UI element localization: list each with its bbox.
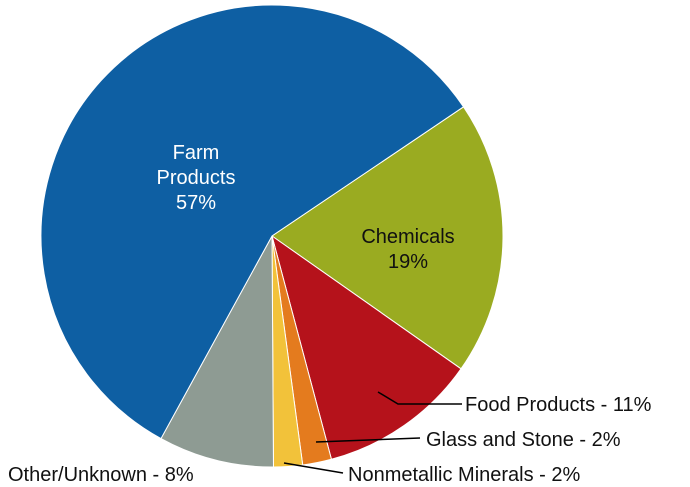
leader-line-food-products bbox=[377, 391, 462, 405]
slice-label-food-products: Food Products - 11% bbox=[465, 394, 652, 416]
slice-label-other-unknown: Other/Unknown - 8% bbox=[8, 464, 194, 486]
pie-slice-farm-products bbox=[40, 4, 465, 440]
slice-label-glass-and-stone: Glass and Stone - 2% bbox=[426, 429, 621, 451]
slice-label-chemicals: Chemicals 19% bbox=[361, 226, 454, 273]
leader-line-glass-and-stone bbox=[315, 437, 421, 443]
slice-label-nonmetallic-minerals: Nonmetallic Minerals - 2% bbox=[348, 464, 581, 486]
leader-line-nonmetallic-minerals bbox=[283, 462, 344, 474]
slice-label-farm-products: Farm Products 57% bbox=[157, 142, 236, 214]
pie-slice-other-unknown bbox=[160, 234, 274, 468]
leader-lines bbox=[283, 391, 462, 474]
pie-slice-chemicals bbox=[271, 106, 504, 370]
slice-labels: Chemicals 19% Food Products - 11% Glass and… bbox=[8, 142, 652, 486]
